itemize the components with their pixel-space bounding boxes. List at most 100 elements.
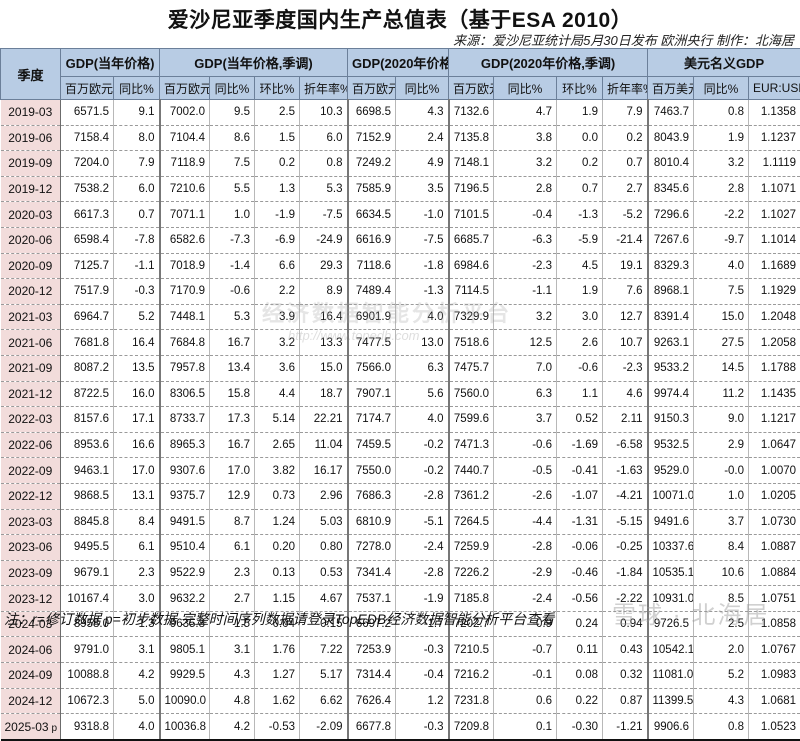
value-cell: 6964.7 — [61, 304, 114, 330]
value-cell: 7361.2 — [449, 483, 494, 509]
value-cell: 8968.1 — [648, 279, 694, 305]
quarter-cell: 2020-12 — [1, 279, 61, 305]
value-cell: 2.5 — [694, 611, 749, 637]
value-cell: 10.6 — [694, 560, 749, 586]
value-cell: 9491.5 — [160, 509, 210, 535]
value-cell: 7104.4 — [160, 125, 210, 151]
header-group-gdp-current-sa: GDP(当年价格,季调) — [160, 49, 348, 77]
value-cell: 17.3 — [210, 407, 255, 433]
value-cell: 3.2 — [694, 151, 749, 177]
value-cell: 6582.6 — [160, 227, 210, 253]
header-sub-4: 环比% — [255, 77, 300, 100]
value-cell: -0.30 — [557, 714, 603, 740]
value-cell: 1.0983 — [749, 663, 800, 689]
quarter-label: 2022-03 — [8, 412, 52, 426]
value-cell: 5.17 — [300, 663, 348, 689]
value-cell: 2.4 — [396, 125, 449, 151]
value-cell: 7174.7 — [348, 407, 396, 433]
value-cell: 9263.1 — [648, 330, 694, 356]
value-cell: 1.0681 — [749, 688, 800, 714]
value-cell: 15.0 — [694, 304, 749, 330]
value-cell: -1.3 — [557, 202, 603, 228]
value-cell: 7231.8 — [449, 688, 494, 714]
value-cell: 2.2 — [255, 279, 300, 305]
quarter-label: 2019-09 — [8, 156, 52, 170]
value-cell: 1.24 — [255, 509, 300, 535]
quarter-label: 2020-09 — [8, 259, 52, 273]
value-cell: 3.5 — [396, 176, 449, 202]
value-cell: -4.4 — [494, 509, 557, 535]
value-cell: -1.1 — [114, 253, 160, 279]
value-cell: -0.3 — [396, 714, 449, 740]
header-group-row: 季度 GDP(当年价格) GDP(当年价格,季调) GDP(2020年价格) G… — [1, 49, 800, 77]
value-cell: 7296.6 — [648, 202, 694, 228]
value-cell: -5.15 — [603, 509, 648, 535]
value-cell: 7.5 — [210, 151, 255, 177]
value-cell: 10337.6 — [648, 535, 694, 561]
value-cell: 8329.3 — [648, 253, 694, 279]
value-cell: -2.9 — [494, 560, 557, 586]
value-cell: 0.87 — [603, 688, 648, 714]
value-cell: 6677.8 — [348, 714, 396, 740]
value-cell: 13.1 — [114, 483, 160, 509]
value-cell: 16.4 — [300, 304, 348, 330]
value-cell: 7.0 — [494, 355, 557, 381]
value-cell: 13.3 — [300, 330, 348, 356]
value-cell: 4.0 — [396, 304, 449, 330]
value-cell: 0.6 — [494, 688, 557, 714]
value-cell: -0.1 — [494, 663, 557, 689]
value-cell: 8.4 — [114, 509, 160, 535]
value-cell: 1.1237 — [749, 125, 800, 151]
value-cell: 6.0 — [300, 125, 348, 151]
value-cell: 6.3 — [494, 381, 557, 407]
value-cell: 3.0 — [557, 304, 603, 330]
value-cell: -1.21 — [603, 714, 648, 740]
quarter-cell: 2023-06 — [1, 535, 61, 561]
quarter-cell: 2020-09 — [1, 253, 61, 279]
value-cell: 8965.3 — [160, 432, 210, 458]
value-cell: -1.8 — [396, 253, 449, 279]
value-cell: 7249.2 — [348, 151, 396, 177]
value-cell: 7907.1 — [348, 381, 396, 407]
quarter-cell: 2019-06 — [1, 125, 61, 151]
value-cell: 7.9 — [114, 151, 160, 177]
header-sub-9: 同比% — [494, 77, 557, 100]
value-cell: 6810.9 — [348, 509, 396, 535]
value-cell: 1.9 — [557, 279, 603, 305]
value-cell: 10931.0 — [648, 586, 694, 612]
value-cell: 7681.8 — [61, 330, 114, 356]
value-cell: 1.0730 — [749, 509, 800, 535]
value-cell: 6571.5 — [61, 100, 114, 126]
value-cell: 7475.7 — [449, 355, 494, 381]
value-cell: 7341.4 — [348, 560, 396, 586]
value-cell: 1.5 — [255, 125, 300, 151]
value-cell: -1.63 — [603, 458, 648, 484]
value-cell: 7538.2 — [61, 176, 114, 202]
value-cell: -2.6 — [494, 483, 557, 509]
quarter-cell: 2019-09 — [1, 151, 61, 177]
value-cell: -21.4 — [603, 227, 648, 253]
value-cell: 6617.3 — [61, 202, 114, 228]
value-cell: 3.1 — [210, 637, 255, 663]
value-cell: -6.3 — [494, 227, 557, 253]
value-cell: 2.11 — [603, 407, 648, 433]
value-cell: 1.0 — [694, 483, 749, 509]
value-cell: 7158.4 — [61, 125, 114, 151]
value-cell: 13.4 — [210, 355, 255, 381]
value-cell: 7477.5 — [348, 330, 396, 356]
value-cell: -2.4 — [494, 586, 557, 612]
value-cell: 10672.3 — [61, 688, 114, 714]
value-cell: 3.82 — [255, 458, 300, 484]
value-cell: 12.9 — [210, 483, 255, 509]
quarter-label: 2024-12 — [8, 694, 52, 708]
value-cell: 11.04 — [300, 432, 348, 458]
value-cell: 1.1689 — [749, 253, 800, 279]
header-sub-2: 百万欧元 — [160, 77, 210, 100]
value-cell: 17.1 — [114, 407, 160, 433]
value-cell: 1.2048 — [749, 304, 800, 330]
value-cell: -2.09 — [300, 714, 348, 740]
